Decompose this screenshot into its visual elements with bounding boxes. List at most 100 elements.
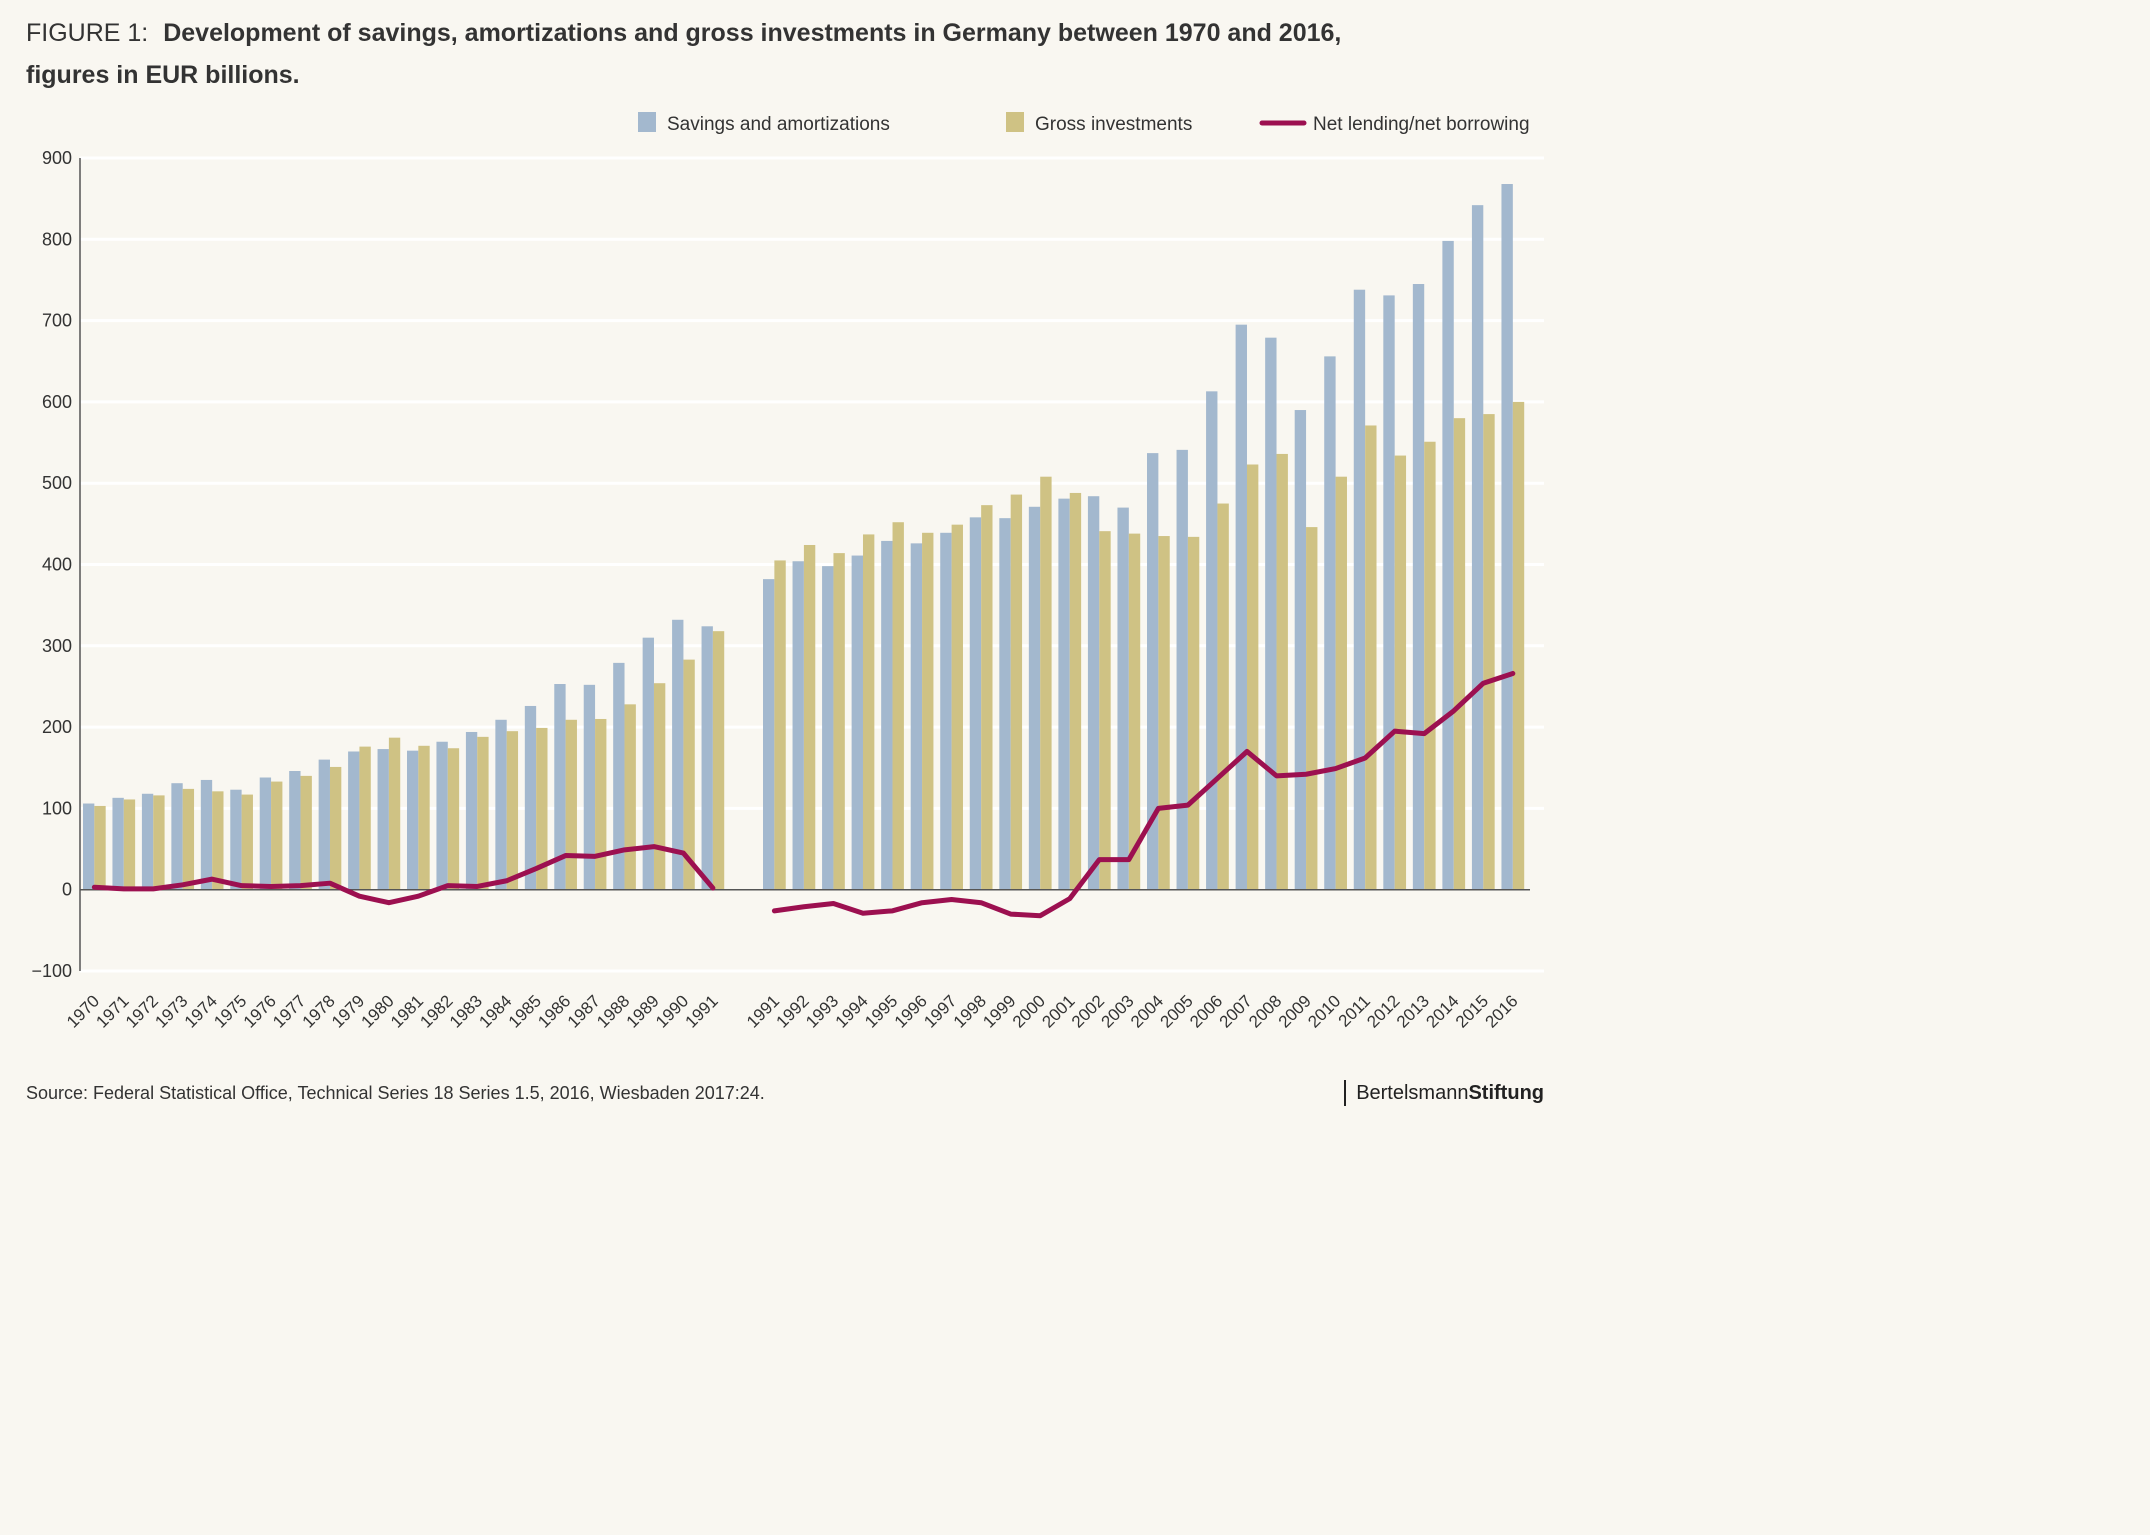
x-tick-label: 1984	[475, 991, 515, 1031]
x-tick-label: 2011	[1335, 991, 1374, 1030]
bar-investments	[1158, 536, 1170, 890]
bar-savings	[495, 719, 507, 890]
title-line-2: figures in EUR billions.	[26, 61, 300, 89]
bar-investments	[329, 766, 342, 890]
x-tick-label: 2007	[1216, 991, 1256, 1031]
bar-investments	[653, 683, 666, 890]
bar-savings	[377, 749, 389, 890]
bar-investments	[833, 553, 845, 890]
x-tick-label: 2003	[1097, 991, 1137, 1031]
bar-investments	[1306, 527, 1318, 890]
x-tick-label: 2013	[1393, 991, 1433, 1031]
bar-savings	[200, 779, 213, 890]
bar-investments	[565, 719, 577, 890]
y-tick-label: 800	[42, 229, 72, 249]
bar-investments	[506, 731, 519, 890]
y-tick-label: 200	[42, 717, 72, 737]
x-tick-label: 1982	[416, 991, 456, 1031]
x-tick-label: 1973	[151, 991, 191, 1031]
bar-savings	[1501, 184, 1513, 890]
bar-savings	[642, 637, 654, 890]
x-tick-label: 1985	[505, 991, 545, 1031]
bar-investments	[212, 791, 224, 890]
x-tick-label: 2010	[1304, 991, 1344, 1031]
source-note: Source: Federal Statistical Office, Tech…	[26, 1083, 765, 1103]
bar-investments	[1246, 464, 1259, 890]
x-tick-label: 1976	[240, 991, 280, 1031]
bar-savings	[851, 555, 863, 890]
x-tick-label: 1983	[446, 991, 486, 1031]
bar-savings	[1324, 356, 1336, 890]
legend: Savings and amortizations Gross investmen…	[638, 112, 1530, 135]
x-tick-label: 2004	[1127, 991, 1167, 1031]
x-tick-label: 1986	[534, 991, 574, 1031]
y-tick-label: 400	[42, 555, 72, 575]
bar-investments	[1010, 494, 1023, 890]
y-tick-label: 300	[42, 636, 72, 656]
x-tick-label: 1999	[979, 991, 1019, 1031]
axes	[79, 158, 1530, 971]
legend-label: Net lending/net borrowing	[1313, 114, 1530, 135]
x-tick-label: 1979	[328, 991, 368, 1031]
x-tick-label: 1994	[832, 991, 872, 1031]
bar-investments	[683, 659, 695, 890]
x-tick-label: 1997	[920, 991, 960, 1031]
bar-savings	[613, 662, 625, 890]
bar-savings	[1117, 507, 1129, 890]
bar-savings	[1206, 391, 1218, 890]
x-tick-label: 1980	[358, 991, 398, 1031]
bar-line-chart: 1970197119721973197419751976197719781979…	[31, 112, 1544, 1032]
bar-investments	[1453, 418, 1466, 890]
bar-investments	[862, 534, 875, 890]
bar-investments	[1187, 536, 1200, 890]
x-tick-label: 1991	[682, 991, 722, 1031]
x-tick-label: 2006	[1186, 991, 1226, 1031]
bar-savings	[141, 793, 154, 890]
bar-savings	[701, 626, 713, 890]
y-tick-label: 0	[62, 880, 72, 900]
x-tick-label: 2014	[1422, 991, 1462, 1031]
bar-savings	[792, 561, 804, 890]
brand-bold: Stiftung	[1468, 1082, 1544, 1104]
bar-savings	[1442, 240, 1454, 890]
bar-savings	[1383, 295, 1395, 890]
x-tick-label: 1970	[63, 991, 103, 1031]
bars	[83, 184, 1525, 890]
bar-savings	[348, 751, 360, 890]
y-tick-labels: −100 0 100 200 300 400 500 600 700 800 900	[31, 148, 72, 981]
bar-savings	[524, 705, 537, 890]
bar-investments	[1099, 531, 1111, 890]
bar-savings	[969, 517, 982, 890]
y-tick-label: 700	[42, 311, 72, 331]
bar-investments	[1040, 476, 1052, 890]
bar-investments	[922, 532, 934, 890]
bar-savings	[407, 750, 419, 890]
x-tick-label: 1974	[181, 991, 221, 1031]
legend-swatch-savings	[638, 112, 656, 132]
bar-savings	[289, 771, 301, 890]
bar-investments	[1365, 425, 1377, 890]
bar-investments	[981, 505, 993, 890]
x-tick-label: 1972	[122, 991, 162, 1031]
bar-savings	[171, 783, 183, 890]
x-tick-label: 2002	[1068, 991, 1108, 1031]
x-tick-label: 1998	[950, 991, 990, 1031]
bar-savings	[763, 579, 775, 890]
bar-savings	[1235, 324, 1247, 890]
bar-savings	[1087, 496, 1100, 890]
bar-investments	[595, 718, 607, 890]
x-tick-label: 2008	[1245, 991, 1285, 1031]
legend-swatch-investments	[1006, 112, 1024, 132]
legend-label: Gross investments	[1035, 114, 1192, 135]
x-tick-label: 2012	[1363, 991, 1403, 1031]
bar-investments	[712, 631, 725, 890]
x-tick-label: 1971	[92, 991, 132, 1031]
bar-investments	[624, 704, 636, 890]
bar-savings	[1265, 337, 1277, 890]
y-tick-label: −100	[31, 961, 72, 981]
bar-investments	[359, 746, 371, 890]
y-tick-label: 600	[42, 392, 72, 412]
bar-investments	[1069, 492, 1082, 890]
brand-light: Bertelsmann	[1356, 1082, 1469, 1104]
bar-investments	[1483, 414, 1495, 890]
